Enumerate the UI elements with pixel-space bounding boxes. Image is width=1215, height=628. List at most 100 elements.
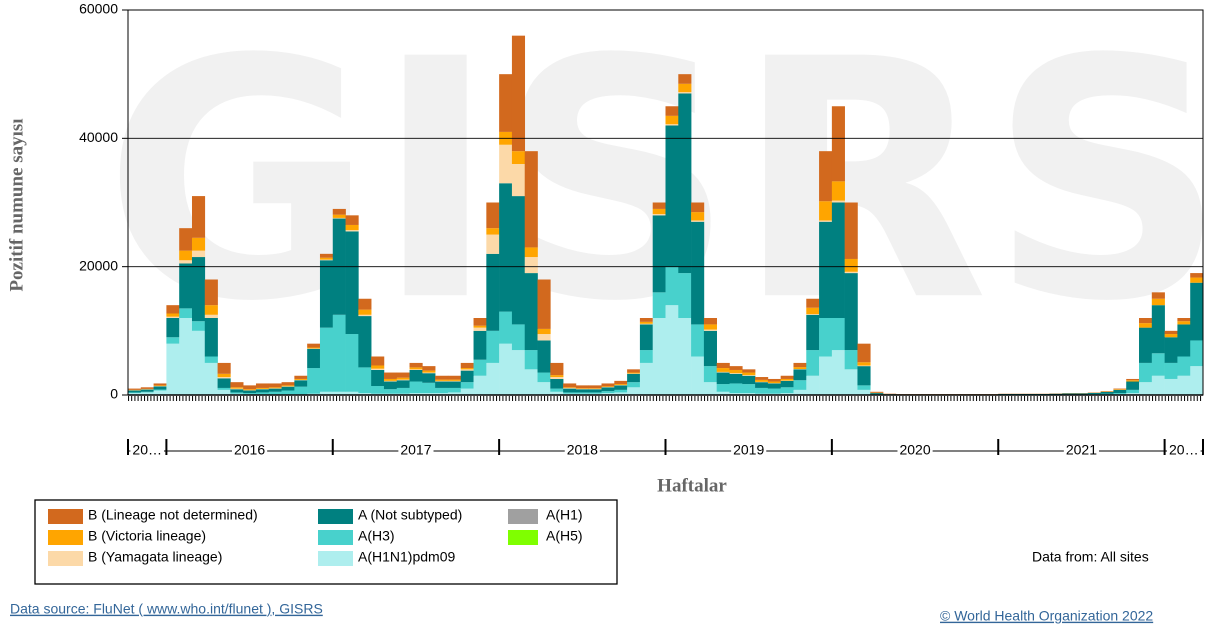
bar-segment [844, 271, 858, 274]
bar-segment [486, 234, 500, 254]
bar-segment [396, 377, 410, 380]
bar-segment [614, 380, 628, 385]
bar-segment [1062, 393, 1076, 395]
bar-segment [703, 366, 717, 383]
bar-segment [345, 231, 359, 335]
bar-segment [255, 387, 270, 389]
bar-segment [857, 366, 871, 386]
bar-segment [230, 388, 244, 390]
bar-segment [1139, 318, 1153, 324]
bar-segment [294, 380, 308, 387]
bar-segment [1113, 388, 1127, 390]
bar-segment [396, 380, 410, 388]
bar-segment [1177, 321, 1191, 325]
bar-segment [819, 201, 833, 221]
legend-swatch [318, 509, 353, 524]
bar-segment [294, 378, 308, 380]
bar-segment [831, 202, 845, 318]
source-link[interactable]: Data source: FluNet ( www.who.int/flunet… [10, 601, 323, 617]
bar-segment [255, 392, 270, 395]
bar-segment [857, 362, 871, 366]
bar-segment [371, 368, 385, 370]
bar-segment [511, 164, 526, 197]
bar-segment [793, 369, 807, 381]
bar-segment [806, 298, 820, 308]
bar-segment [729, 373, 743, 374]
bar-segment [371, 386, 385, 394]
bar-segment [729, 369, 743, 374]
bar-segment [383, 378, 398, 381]
bar-segment [191, 321, 206, 331]
bar-segment [1126, 393, 1140, 395]
bar-segment [678, 318, 692, 395]
bar-segment [396, 372, 410, 378]
bar-segment [524, 257, 538, 274]
bar-segment [191, 196, 206, 238]
bar-segment [486, 202, 500, 229]
bar-segment [844, 350, 858, 370]
year-label-bg [731, 443, 767, 459]
bar-segment [627, 372, 641, 374]
bar-segment [255, 389, 270, 393]
bar-segment [1075, 393, 1089, 395]
bar-segment [806, 314, 820, 315]
bar-segment [831, 181, 845, 201]
bar-segment [473, 330, 487, 360]
bar-segment [755, 382, 769, 388]
bar-segment [511, 35, 526, 152]
bar-segment [371, 365, 385, 369]
bar-segment [1151, 305, 1165, 354]
bar-segment [652, 202, 666, 209]
bar-segment [857, 389, 871, 395]
bar-segment [563, 383, 577, 388]
bar-segment [473, 318, 487, 326]
bar-segment [742, 369, 756, 373]
bar-segment [665, 266, 679, 306]
bar-segment [499, 311, 513, 344]
bar-segment [319, 259, 334, 261]
bar-segment [729, 383, 743, 394]
bar-segment [831, 318, 845, 351]
bar-segment [742, 375, 756, 385]
bar-segment [563, 388, 577, 393]
bar-segment [716, 372, 730, 385]
bar-segment [268, 387, 282, 389]
bar-segment [447, 381, 462, 388]
bar-segment [639, 362, 654, 395]
bar-segment [819, 356, 833, 395]
bar-segment [1177, 324, 1191, 357]
bar-segment [486, 253, 500, 331]
bar-segment [358, 314, 372, 317]
bar-segment [537, 340, 551, 373]
bar-segment [678, 273, 692, 318]
bar-segment [524, 247, 538, 258]
bar-segment [1126, 381, 1140, 390]
bar-segment [819, 151, 833, 202]
bar-segment [191, 237, 206, 251]
y-tick-label: 20000 [79, 257, 118, 273]
bar-segment [204, 318, 218, 357]
legend-swatch [508, 509, 538, 524]
bar-segment [204, 305, 218, 315]
bar-segment [1164, 362, 1178, 379]
bar-segment [447, 380, 462, 382]
year-label: 2020 [899, 442, 930, 458]
bar-segment [179, 318, 193, 395]
bar-segment [870, 391, 884, 393]
year-label-bg [398, 443, 434, 459]
bar-segment [639, 324, 654, 351]
copyright-link[interactable]: © World Health Organization 2022 [940, 608, 1153, 624]
bar-segment [460, 362, 474, 369]
bar-segment [511, 196, 526, 325]
bar-segment [140, 391, 154, 393]
bar-segment [575, 389, 590, 393]
bar-segment [780, 380, 794, 388]
bar-segment [268, 388, 282, 392]
bar-segment [345, 215, 359, 225]
bar-segment [307, 347, 321, 349]
bar-segment [422, 366, 436, 371]
bar-segment [166, 343, 180, 395]
bar-segment [678, 92, 692, 94]
bar-segment [767, 381, 781, 384]
bar-segment [166, 337, 180, 344]
